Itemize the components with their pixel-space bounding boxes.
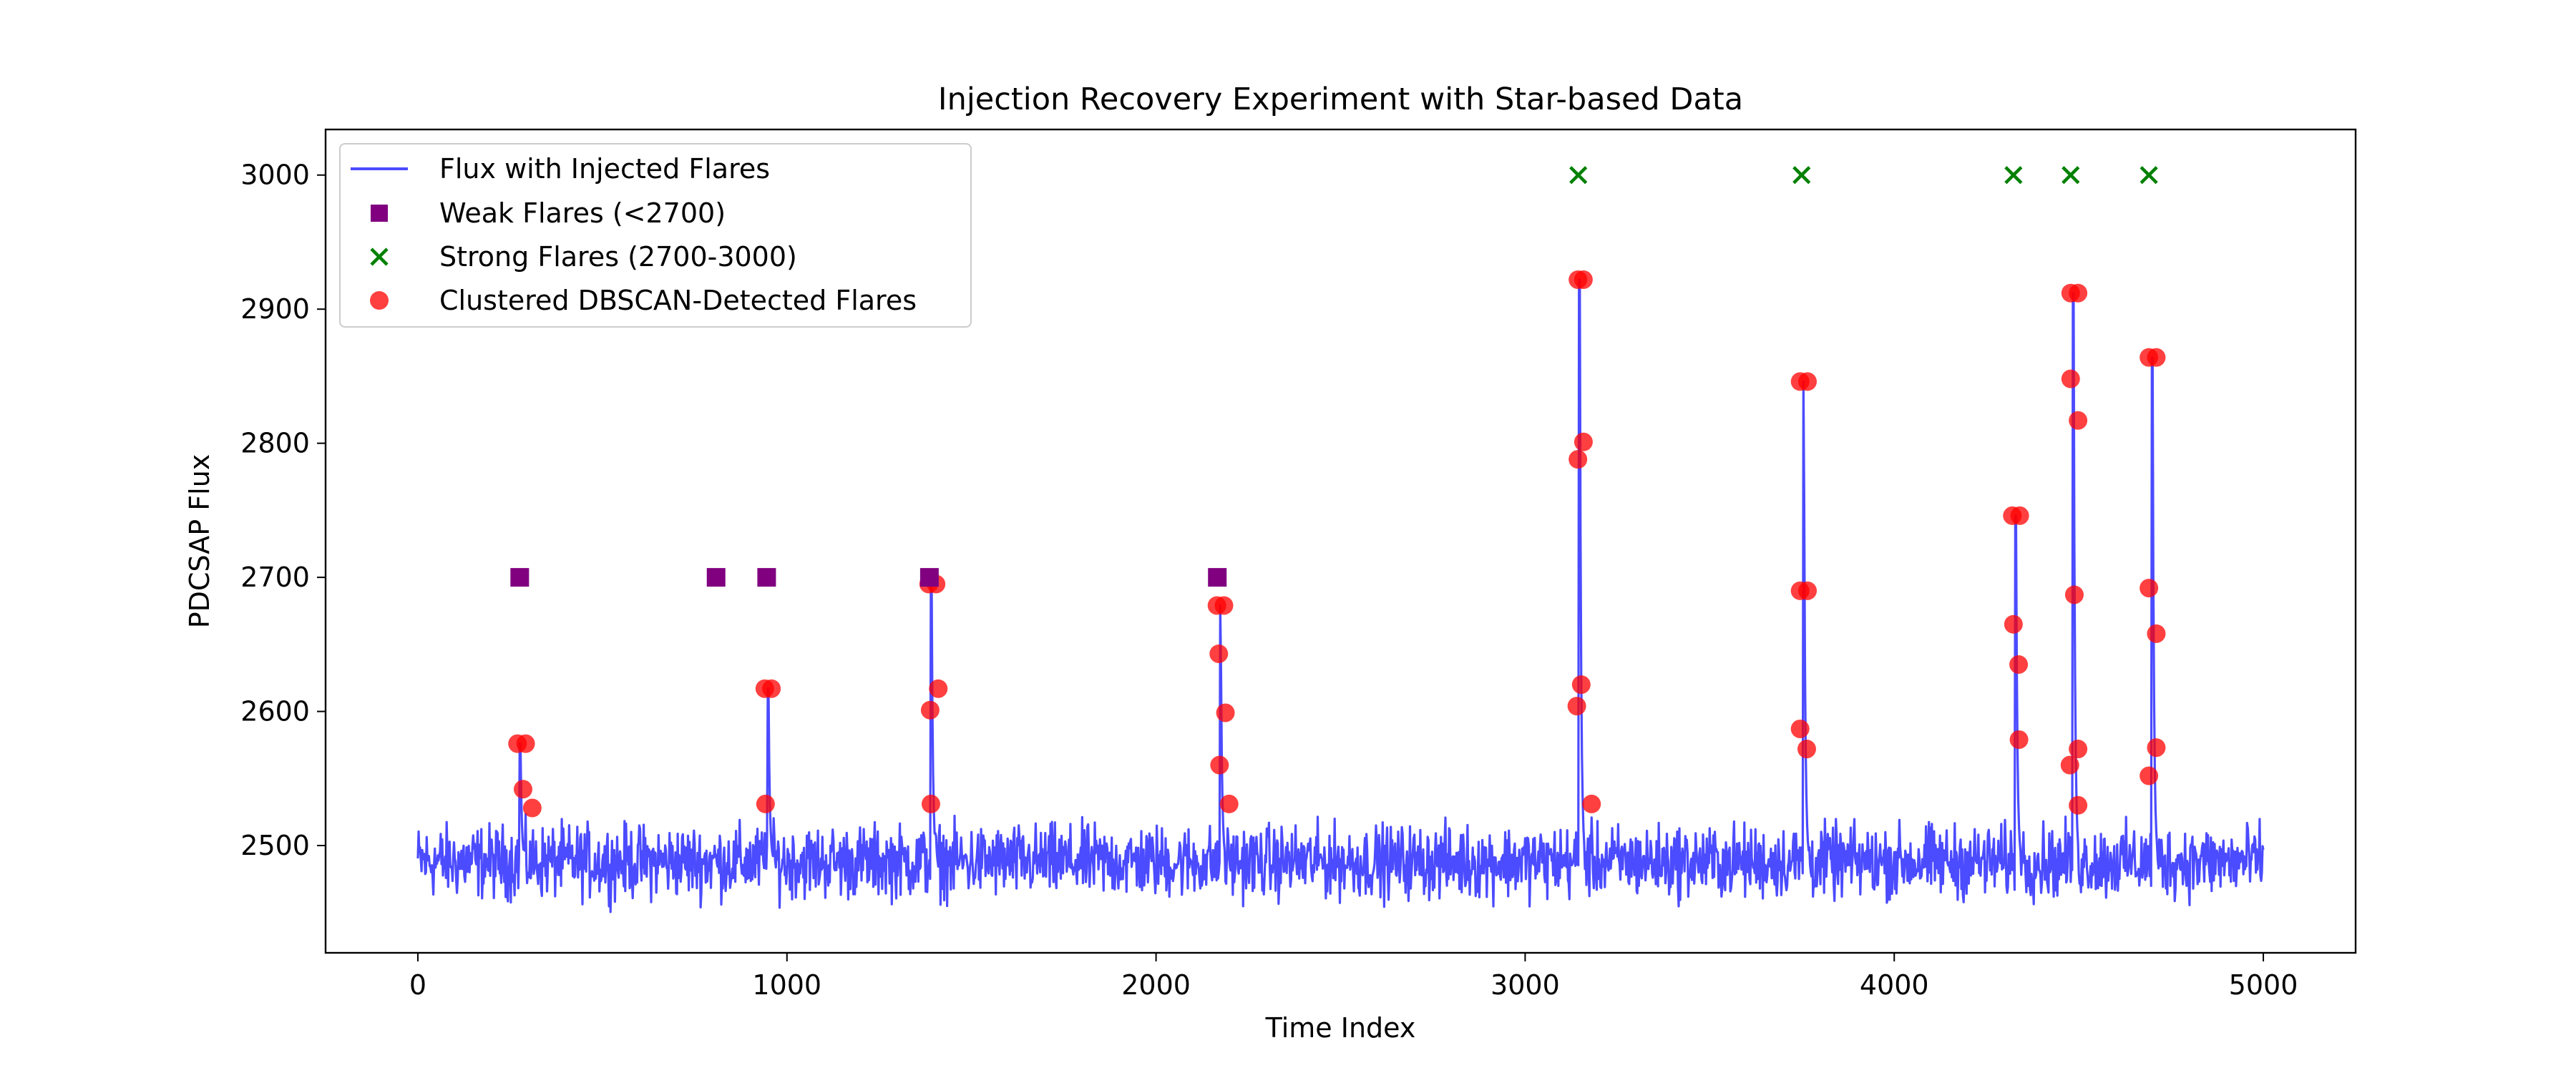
x-tick-label: 2000 [1121, 969, 1191, 1001]
detected-flare-point [2010, 506, 2029, 525]
detected-flare-point [1797, 740, 1816, 759]
detected-flare-point [1574, 270, 1593, 289]
detected-flare-point [1582, 794, 1601, 813]
weak-flare-marker [757, 568, 776, 587]
detected-flare-point [2069, 411, 2088, 430]
x-tick-label: 3000 [1491, 969, 1560, 1001]
detected-flare-point [1214, 596, 1234, 615]
legend-square-swatch [371, 205, 388, 222]
detected-flare-point [2009, 655, 2029, 674]
chart-title: Injection Recovery Experiment with Star-… [938, 82, 1743, 117]
weak-flare-marker [919, 568, 939, 587]
detected-flare-point [2060, 755, 2079, 775]
y-tick-label: 2600 [240, 696, 310, 727]
strong-flare-marker [1569, 166, 1588, 185]
flux-line [416, 278, 2265, 913]
axes-frame [324, 128, 2357, 954]
detected-flare-point [1568, 450, 1588, 469]
strong-flare-marker [2062, 166, 2080, 185]
legend-label: Weak Flares (<2700) [439, 197, 726, 229]
x-axis-label: Time Index [1265, 1012, 1416, 1044]
detected-flare-point [921, 794, 940, 813]
detected-flare-point [2069, 740, 2088, 759]
x-tick-label: 4000 [1860, 969, 1929, 1001]
detected-flare-point [1798, 581, 1818, 600]
x-tick-label: 5000 [2229, 969, 2298, 1001]
detected-flare-point [1574, 432, 1593, 451]
detected-flare-point [2009, 730, 2029, 749]
x-tick-label: 0 [409, 969, 426, 1001]
y-tick-label: 2700 [240, 562, 310, 593]
detected-flare-point [2140, 579, 2159, 598]
y-tick-label: 2900 [240, 293, 310, 325]
legend: Flux with Injected Flares Weak Flares (<2… [339, 143, 972, 328]
detected-flare-point [1798, 372, 1818, 391]
detected-flare-point [762, 679, 781, 698]
detected-flare-point [929, 679, 948, 698]
detected-flare-point [2064, 585, 2084, 604]
detected-flare-point [2069, 795, 2088, 815]
detected-flare-point [1209, 644, 1229, 663]
legend-label: Flux with Injected Flares [439, 153, 770, 185]
legend-x-swatch [370, 248, 389, 266]
detected-flare-point [1216, 703, 1235, 722]
legend-label: Strong Flares (2700-3000) [439, 241, 797, 273]
y-tick-label: 2500 [240, 830, 310, 861]
detected-flare-point [1790, 719, 1810, 738]
detected-flare-point [516, 734, 535, 753]
detected-flare-point [1571, 675, 1591, 695]
strong-flare-marker [2140, 166, 2158, 185]
weak-flare-marker [1208, 568, 1227, 587]
weak-flare-marker [510, 568, 530, 587]
y-axis-label: PDCSAP Flux [184, 454, 215, 629]
strong-flare-marker [2004, 166, 2023, 185]
detected-flare-point [513, 780, 532, 799]
plot-area [416, 166, 2265, 913]
weak-flare-marker [706, 568, 726, 587]
legend-label: Clustered DBSCAN-Detected Flares [439, 285, 917, 316]
y-tick-label: 3000 [240, 160, 310, 191]
legend-circle-swatch [370, 291, 389, 310]
detected-flare-point [1567, 697, 1586, 716]
axis-ticks: 0 1000 2000 3000 4000 5000 2500 2600 2700 2800 290… [240, 160, 2298, 1001]
detected-flare-point [2061, 369, 2080, 388]
detected-flare-point [2147, 738, 2166, 758]
legend-box [339, 143, 972, 328]
detected-flare-point [1210, 755, 1229, 775]
detected-flare-point [522, 798, 542, 818]
detected-flare-point [2140, 766, 2159, 785]
detected-flare-point [756, 794, 775, 813]
detected-flare-point [1219, 794, 1239, 813]
detected-flare-point [2004, 614, 2023, 634]
detected-flare-point [920, 700, 940, 720]
detected-flare-point [2147, 624, 2166, 643]
detected-flare-point [2069, 283, 2088, 303]
y-tick-label: 2800 [240, 428, 310, 459]
detected-flare-point [2147, 348, 2166, 367]
strong-flare-marker [1792, 166, 1811, 185]
x-tick-label: 1000 [752, 969, 821, 1001]
